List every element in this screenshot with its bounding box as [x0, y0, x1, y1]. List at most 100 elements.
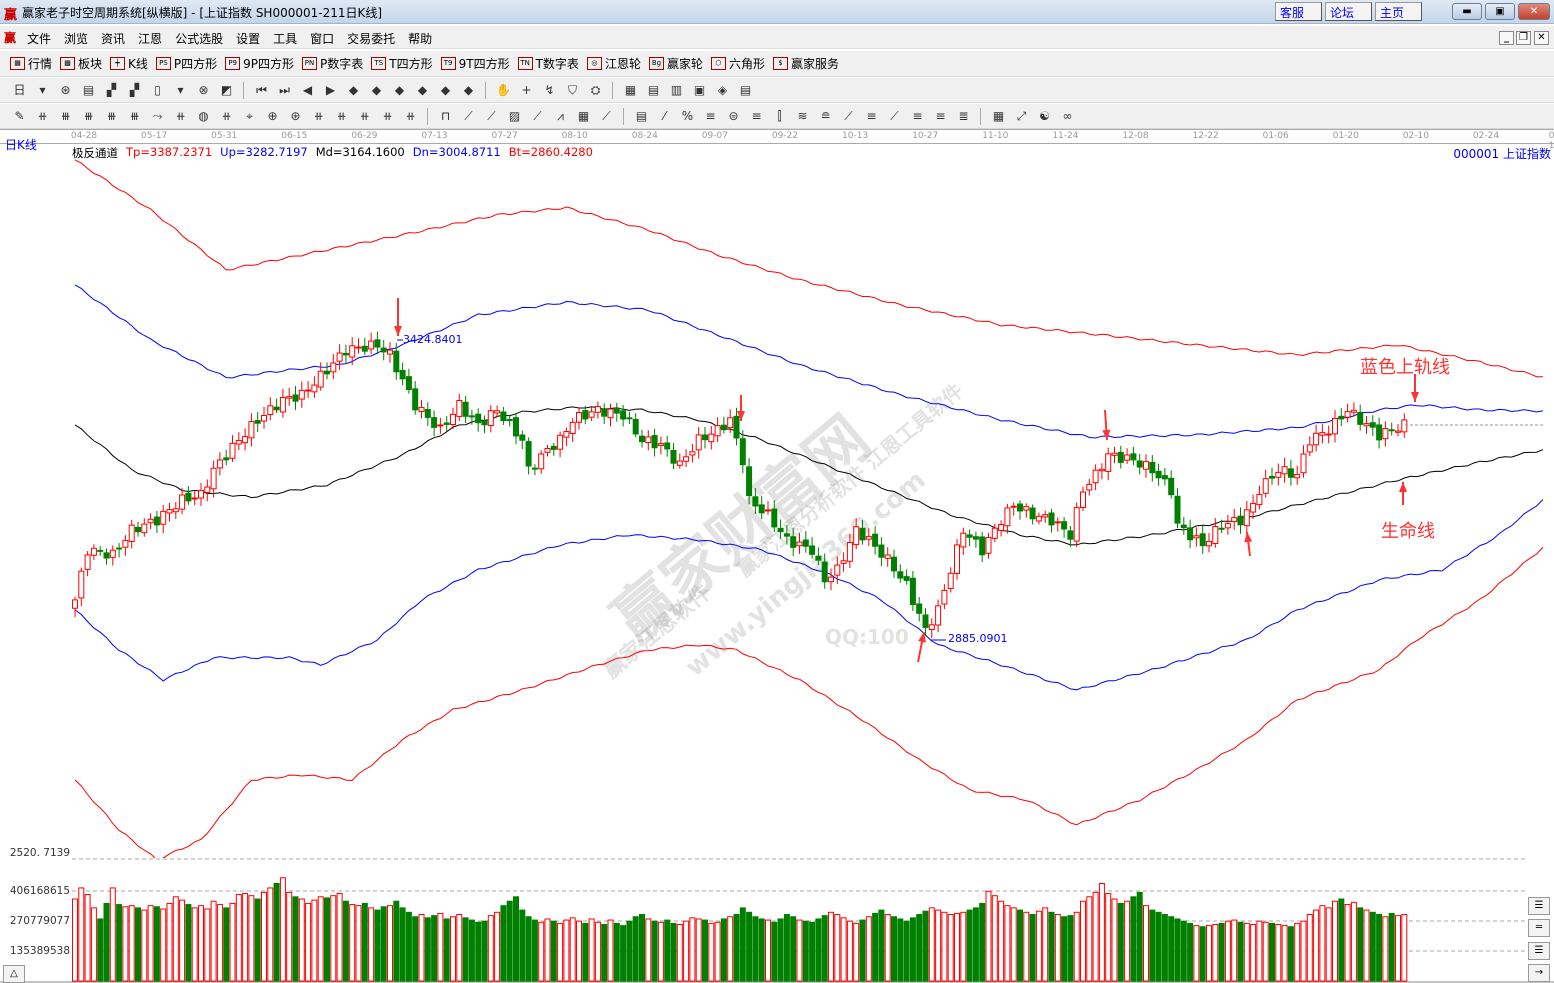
toolbar-button[interactable]: PN P数字表	[302, 55, 363, 72]
tool-icon[interactable]: ⧺	[336, 109, 347, 123]
tool-icon[interactable]: ▾	[177, 83, 184, 97]
tool-icon[interactable]: ⧻	[60, 109, 71, 123]
menu-item[interactable]: 文件	[27, 32, 52, 46]
toolbar-button[interactable]: TN T数字表	[517, 55, 579, 72]
tool-icon[interactable]: ⟋	[464, 109, 473, 123]
customer-service-link[interactable]: 客服	[1275, 2, 1322, 21]
toolbar-button[interactable]: ⬡ 六角形	[710, 55, 765, 72]
menu-item[interactable]: 帮助	[408, 32, 433, 46]
tool-icon[interactable]: ⌖	[246, 109, 253, 123]
tool-icon[interactable]: ≘	[820, 109, 831, 123]
tool-icon[interactable]: ⊗	[198, 83, 209, 97]
tool-icon[interactable]: ◍	[198, 109, 209, 123]
tool-icon[interactable]: ▤	[739, 83, 752, 97]
tool-icon[interactable]: ◆	[371, 83, 382, 97]
tool-icon[interactable]: ◆	[394, 83, 405, 97]
tool-icon[interactable]: ▾	[39, 83, 46, 97]
minimize-button[interactable]: ▬	[1452, 3, 1482, 20]
tool-icon[interactable]: ▤	[82, 83, 95, 97]
tool-icon[interactable]: ⁄	[663, 109, 666, 123]
tool-icon[interactable]: ⧺	[382, 109, 393, 123]
tool-icon[interactable]: ⛭	[590, 83, 601, 97]
tool-icon[interactable]: ⧺	[221, 109, 232, 123]
tool-icon[interactable]: +	[521, 83, 532, 97]
tool-icon[interactable]: ⟋	[844, 109, 853, 123]
tool-icon[interactable]: ⊛	[290, 109, 301, 123]
tool-icon[interactable]: ≣	[958, 109, 969, 123]
tool-icon[interactable]: ⤳	[152, 109, 163, 123]
period-label[interactable]: 日K线	[5, 138, 37, 152]
tool-icon[interactable]: ▥	[670, 83, 683, 97]
tool-icon[interactable]: ▶	[325, 83, 336, 97]
tool-icon[interactable]: ☯	[1039, 109, 1050, 123]
toolbar-button[interactable]: TS T四方形	[371, 55, 433, 72]
tool-icon[interactable]: ⩘	[557, 109, 564, 123]
tool-icon[interactable]: ⏭	[279, 83, 290, 97]
tool-icon[interactable]: ⊛	[60, 83, 71, 97]
panel-button[interactable]: ☰	[1528, 942, 1550, 960]
tool-icon[interactable]: ◩	[220, 83, 233, 97]
menu-item[interactable]: 浏览	[64, 32, 89, 46]
tool-icon[interactable]: ✎	[14, 109, 25, 123]
toolbar-button[interactable]: ┿ K线	[110, 55, 148, 72]
toolbar-button[interactable]: T9 9T四方形	[440, 55, 510, 72]
tool-icon[interactable]: ◆	[348, 83, 359, 97]
menu-item[interactable]: 工具	[273, 32, 298, 46]
tool-icon[interactable]: ⧺	[37, 109, 48, 123]
tool-icon[interactable]: ↯	[544, 83, 555, 97]
menu-item[interactable]: 窗口	[310, 32, 335, 46]
tool-icon[interactable]: ⊜	[728, 109, 739, 123]
tool-icon[interactable]: ▨	[508, 109, 521, 123]
menu-item[interactable]: 资讯	[101, 32, 126, 46]
tool-icon[interactable]: ≡	[866, 109, 877, 123]
menu-item[interactable]: 公式选股	[175, 32, 224, 46]
tool-icon[interactable]: ▦	[992, 109, 1005, 123]
tool-icon[interactable]: ⟋	[487, 109, 496, 123]
child-minimize-button[interactable]: _	[1499, 31, 1514, 45]
tool-icon[interactable]: ◆	[440, 83, 451, 97]
tool-icon[interactable]: ◈	[717, 83, 728, 97]
tool-icon[interactable]: ⊓	[440, 109, 451, 123]
tool-icon[interactable]: ⧻	[129, 109, 140, 123]
indicator-name[interactable]: 极反通道	[72, 146, 118, 160]
toolbar-button[interactable]: ▩ 板块	[60, 55, 102, 72]
panel-menu-button[interactable]: ☰	[1528, 897, 1550, 915]
forum-link[interactable]: 论坛	[1325, 2, 1372, 21]
tool-icon[interactable]: ⧻	[83, 109, 94, 123]
tool-icon[interactable]: ∞	[1062, 109, 1073, 123]
tool-icon[interactable]: ▤	[647, 83, 660, 97]
menu-item[interactable]: 江恩	[138, 32, 163, 46]
tool-icon[interactable]: ⧺	[405, 109, 416, 123]
tool-icon[interactable]: ▦	[624, 83, 637, 97]
tool-icon[interactable]: ⧺	[359, 109, 370, 123]
tool-icon[interactable]: ⫿	[777, 109, 782, 123]
toolbar-button[interactable]: $ 赢家服务	[772, 55, 839, 72]
tool-icon[interactable]: ▞	[106, 83, 117, 97]
tool-icon[interactable]: ▯	[154, 83, 161, 97]
tool-icon[interactable]: %	[681, 109, 694, 123]
tool-icon[interactable]: ≡	[935, 109, 946, 123]
tool-icon[interactable]: ⛉	[567, 83, 577, 97]
tool-icon[interactable]: ⏮	[256, 83, 267, 97]
tool-icon[interactable]: ▣	[693, 83, 706, 97]
toolbar-button[interactable]: PS P四方形	[155, 55, 217, 72]
tool-icon[interactable]: ⟋	[602, 109, 611, 123]
menu-item[interactable]: 交易委托	[347, 32, 396, 46]
tool-icon[interactable]: ◀	[302, 83, 313, 97]
tool-icon[interactable]: ✋	[496, 83, 511, 97]
tool-icon[interactable]: ≡	[751, 109, 762, 123]
tool-icon[interactable]: ⧺	[175, 109, 186, 123]
panel-button[interactable]: →	[1528, 964, 1550, 982]
panel-button[interactable]: ═	[1528, 919, 1550, 937]
tool-icon[interactable]: ≡	[705, 109, 716, 123]
menu-item[interactable]: 设置	[236, 32, 261, 46]
tool-icon[interactable]: ⟋	[533, 109, 542, 123]
tool-icon[interactable]: ◆	[417, 83, 428, 97]
tool-icon[interactable]: 日	[13, 83, 26, 97]
expand-panel-button[interactable]: △	[3, 965, 25, 983]
maximize-button[interactable]: ▣	[1485, 3, 1515, 20]
toolbar-button[interactable]: Bg 赢家轮	[648, 55, 703, 72]
toolbar-button[interactable]: P9 9P四方形	[225, 55, 294, 72]
tool-icon[interactable]: ⧺	[313, 109, 324, 123]
